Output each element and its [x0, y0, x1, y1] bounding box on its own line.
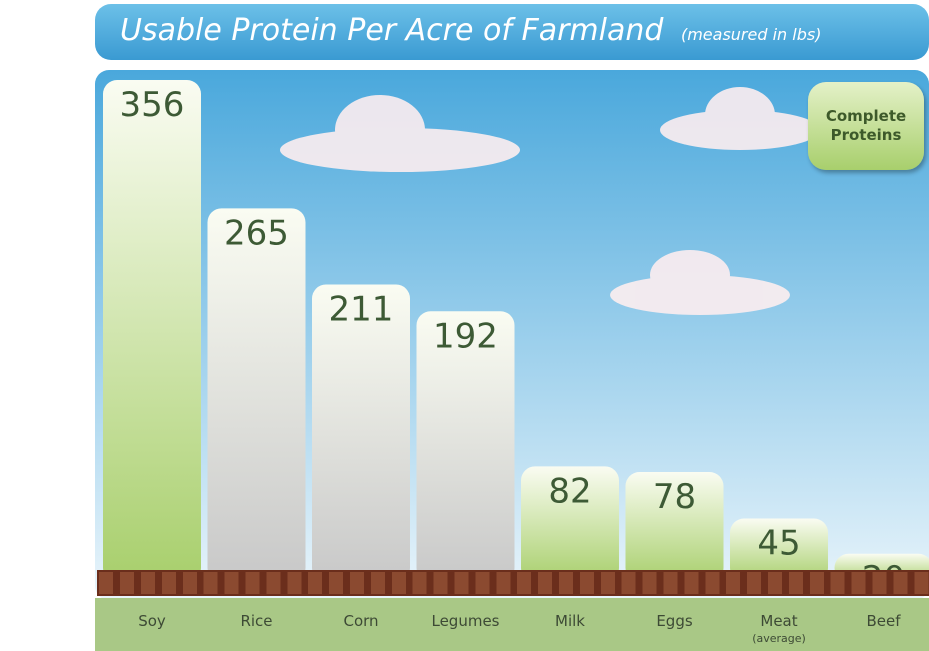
x-tick-label: Eggs [656, 612, 693, 630]
soil-row [141, 572, 155, 594]
soil-row [413, 572, 427, 594]
soil-row [894, 572, 908, 594]
soil-row [350, 572, 364, 594]
value-label: 45 [757, 524, 800, 564]
soil-row [162, 572, 176, 594]
value-label: 265 [224, 213, 289, 253]
bar [208, 208, 306, 582]
soil-row [873, 572, 887, 594]
soil-row [559, 572, 573, 594]
soil-row [538, 572, 552, 594]
soil-row [204, 572, 218, 594]
soil-row [308, 572, 322, 594]
soil-row [706, 572, 720, 594]
x-tick-label: Beef [866, 612, 901, 630]
legend: Complete Proteins [808, 82, 924, 170]
value-label: 192 [433, 316, 498, 356]
soil-row [747, 572, 761, 594]
soil-row [601, 572, 615, 594]
soil-row [371, 572, 385, 594]
soil-row [392, 572, 406, 594]
soil-row [246, 572, 260, 594]
bar [103, 80, 201, 582]
x-tick-label: Rice [240, 612, 272, 630]
x-tick-label: Soy [138, 612, 166, 630]
soil-row [685, 572, 699, 594]
subtitle: (measured in lbs) [681, 25, 821, 44]
soil-row [225, 572, 239, 594]
x-tick-label: Corn [343, 612, 378, 630]
soil-row [120, 572, 134, 594]
value-label: 82 [548, 471, 591, 511]
soil-row [664, 572, 678, 594]
soil-row [789, 572, 803, 594]
soil-row [267, 572, 281, 594]
soil-row [852, 572, 866, 594]
x-tick-label: Legumes [431, 612, 499, 630]
soil-row [580, 572, 594, 594]
x-tick-label: Meat [760, 612, 797, 630]
value-label: 356 [120, 85, 185, 125]
soil-row [455, 572, 469, 594]
title-text: Usable Protein Per Acre of Farmland [120, 13, 664, 48]
soil-row [288, 572, 302, 594]
soil-row [497, 572, 511, 594]
soil-row [915, 572, 929, 594]
soil-row [434, 572, 448, 594]
soil-row [643, 572, 657, 594]
value-label: 211 [329, 289, 394, 329]
soil-row [810, 572, 824, 594]
chart: Usable Protein Per Acre of Farmland (mea… [0, 0, 929, 651]
value-label: 78 [653, 477, 696, 517]
soil-row [831, 572, 845, 594]
x-tick-label: Milk [555, 612, 585, 630]
infographic: Usable Protein Per Acre of Farmland (mea… [0, 0, 929, 651]
soil-row [622, 572, 636, 594]
category-note: (average) [752, 632, 806, 645]
soil-row [517, 572, 531, 594]
soil-row [476, 572, 490, 594]
soil-row [329, 572, 343, 594]
soil-row [99, 572, 113, 594]
soil-row [726, 572, 740, 594]
soil-row [768, 572, 782, 594]
soil-row [183, 572, 197, 594]
